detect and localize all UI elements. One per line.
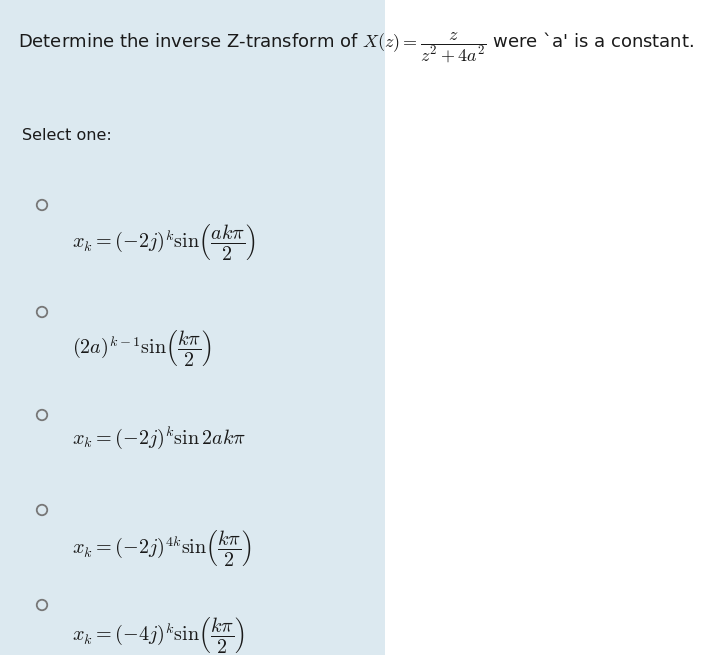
Text: $x_k = (-4j)^k \sin\!\left(\dfrac{k\pi}{2}\right)$: $x_k = (-4j)^k \sin\!\left(\dfrac{k\pi}{… [72, 615, 245, 655]
Text: $x_k = (-2j)^k \sin\!\left(\dfrac{ak\pi}{2}\right)$: $x_k = (-2j)^k \sin\!\left(\dfrac{ak\pi}… [72, 222, 256, 262]
FancyBboxPatch shape [0, 0, 385, 655]
Text: $x_k = (-2j)^{4k} \sin\!\left(\dfrac{k\pi}{2}\right)$: $x_k = (-2j)^{4k} \sin\!\left(\dfrac{k\p… [72, 528, 252, 568]
Text: $(2a)^{k-1} \sin\!\left(\dfrac{k\pi}{2}\right)$: $(2a)^{k-1} \sin\!\left(\dfrac{k\pi}{2}\… [72, 328, 212, 368]
Text: Select one:: Select one: [22, 128, 112, 143]
Text: $x_k = (-2j)^k \sin 2ak\pi$: $x_k = (-2j)^k \sin 2ak\pi$ [72, 425, 246, 451]
Text: Determine the inverse Z-transform of $X(z) = \dfrac{z}{z^2+4a^2}$ were `a' is a : Determine the inverse Z-transform of $X(… [18, 31, 694, 66]
